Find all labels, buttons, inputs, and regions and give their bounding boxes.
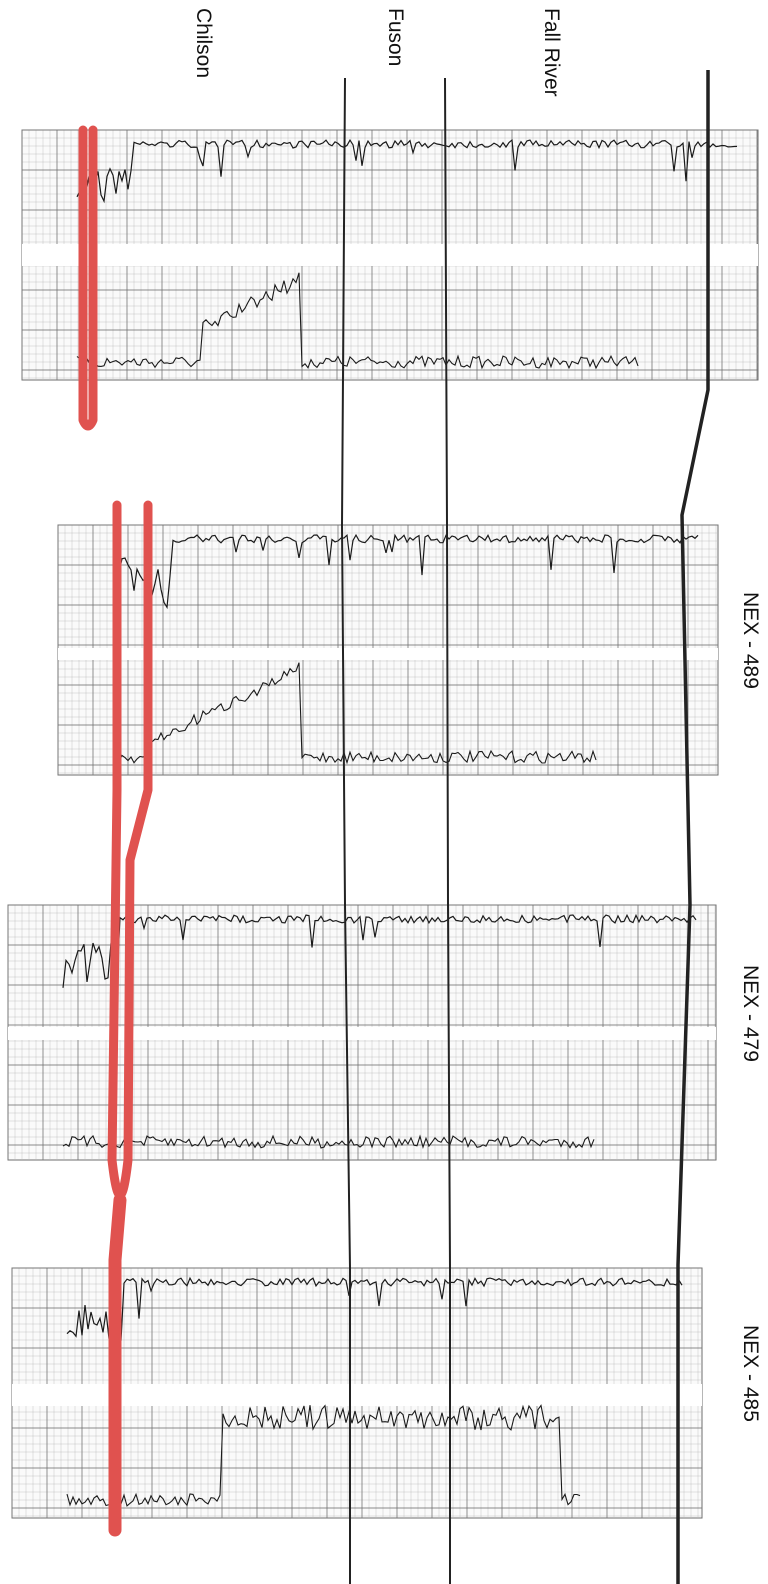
depth-track-gap xyxy=(22,244,758,266)
correlation-line-datum xyxy=(676,70,710,1584)
depth-track-gap xyxy=(58,648,718,660)
sand-body-highlight-w4 xyxy=(108,1193,127,1537)
formation-label-fuson: Fuson xyxy=(384,8,407,67)
log-trace-upper xyxy=(66,1276,683,1341)
formation-label-chilson: Chilson xyxy=(192,8,215,79)
well-label-nex-489: NEX - 489 xyxy=(739,592,762,689)
log-trace-lower xyxy=(62,1134,595,1149)
well-label-nex-479: NEX - 479 xyxy=(739,965,762,1062)
well-log-panel xyxy=(57,524,719,776)
log-trace-lower xyxy=(66,1404,581,1507)
formation-label-fall-river: Fall River xyxy=(540,8,563,97)
log-trace-lower xyxy=(112,662,597,765)
log-trace-upper xyxy=(112,533,699,610)
depth-track-gap xyxy=(8,1027,716,1040)
correlation-line-fuson xyxy=(340,77,351,1584)
log-trace-upper xyxy=(76,138,738,204)
log-trace-upper xyxy=(62,913,697,988)
well-log-panel xyxy=(11,1267,703,1519)
sand-body-highlight-w1 xyxy=(78,125,98,431)
well-log-panel xyxy=(21,129,759,381)
correlation-line-fall-river xyxy=(444,77,451,1584)
log-trace-lower xyxy=(76,272,639,370)
depth-track-gap xyxy=(12,1384,702,1406)
well-label-nex-485: NEX - 485 xyxy=(739,1325,762,1422)
